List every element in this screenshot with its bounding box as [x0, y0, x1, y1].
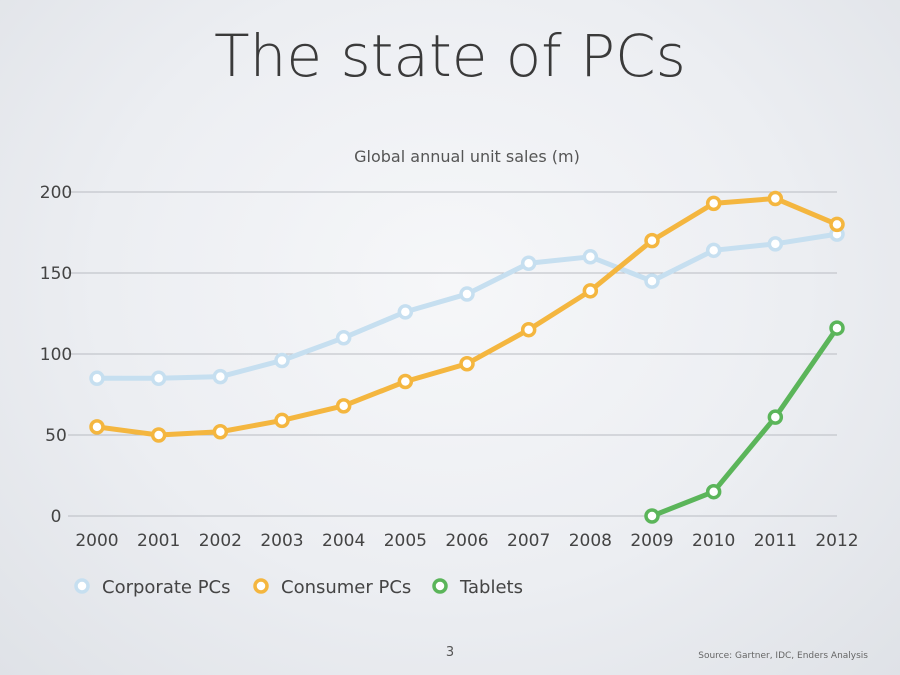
series-consumer-pcs	[89, 190, 845, 443]
legend-item: Tablets	[432, 577, 523, 598]
x-tick-label: 2006	[445, 531, 488, 551]
data-point	[335, 330, 352, 346]
series-corporate-pcs	[89, 226, 845, 387]
y-tick-label: 0	[51, 507, 62, 527]
data-point	[520, 321, 537, 338]
data-point	[212, 424, 229, 440]
legend-marker	[74, 578, 90, 594]
legend-label: Tablets	[459, 577, 523, 598]
data-point	[829, 320, 845, 336]
series-line	[94, 195, 840, 438]
x-tick-label: 2007	[507, 531, 550, 551]
data-point	[397, 304, 414, 320]
x-tick-label: 2010	[692, 531, 735, 551]
data-point	[767, 236, 784, 252]
data-point	[644, 273, 660, 289]
y-tick-label: 150	[40, 264, 72, 284]
data-point	[212, 368, 229, 385]
legend-label: Corporate PCs	[102, 577, 231, 598]
legend-item: Corporate PCs	[74, 577, 231, 598]
data-point	[89, 370, 105, 387]
data-point	[705, 242, 722, 259]
x-tick-label: 2009	[630, 531, 673, 551]
data-point	[459, 286, 475, 302]
data-point	[582, 283, 599, 299]
x-tick-label: 2004	[322, 531, 365, 551]
x-tick-label: 2008	[569, 531, 612, 551]
data-point	[274, 412, 290, 429]
data-point	[705, 483, 722, 500]
legend-item: Consumer PCs	[253, 577, 411, 598]
data-point	[89, 419, 105, 435]
data-point	[644, 232, 660, 249]
x-tick-label: 2012	[815, 531, 858, 551]
data-point	[274, 352, 290, 369]
legend: Corporate PCs Consumer PCs Tablets	[74, 577, 523, 598]
y-tick-label: 50	[45, 426, 67, 446]
data-point	[459, 355, 475, 372]
series-tablets	[644, 320, 845, 524]
x-axis-ticks: 2000 2001 2002 2003 2004 2005 2006 2007 2008 2009…	[75, 531, 858, 551]
x-tick-label: 2002	[199, 531, 242, 551]
chart-title: Global annual unit sales (m)	[354, 147, 580, 166]
data-point	[520, 255, 537, 272]
legend-marker	[253, 578, 269, 594]
page-number: 3	[445, 645, 455, 660]
legend-marker	[432, 578, 448, 594]
data-point	[829, 216, 845, 233]
data-point	[767, 409, 784, 425]
x-tick-label: 2003	[260, 531, 303, 551]
data-point	[644, 508, 660, 524]
y-tick-label: 100	[40, 345, 72, 365]
data-point	[150, 370, 167, 387]
series-layer	[89, 190, 845, 524]
data-point	[767, 190, 784, 207]
y-axis-ticks: 0 50 100 150 200	[40, 183, 72, 527]
data-point	[705, 195, 722, 212]
grid-lines	[68, 191, 837, 517]
slide-title: The state of PCs	[214, 22, 686, 90]
source-note: Source: Gartner, IDC, Enders Analysis	[698, 651, 868, 661]
x-tick-label: 2001	[137, 531, 180, 551]
data-point	[335, 398, 352, 414]
data-point	[582, 249, 599, 265]
data-point	[150, 427, 167, 443]
x-tick-label: 2011	[754, 531, 797, 551]
series-line	[649, 325, 840, 519]
y-tick-label: 200	[40, 183, 72, 203]
legend-label: Consumer PCs	[281, 577, 411, 598]
data-point	[397, 373, 414, 390]
x-tick-label: 2000	[75, 531, 118, 551]
x-tick-label: 2005	[384, 531, 427, 551]
